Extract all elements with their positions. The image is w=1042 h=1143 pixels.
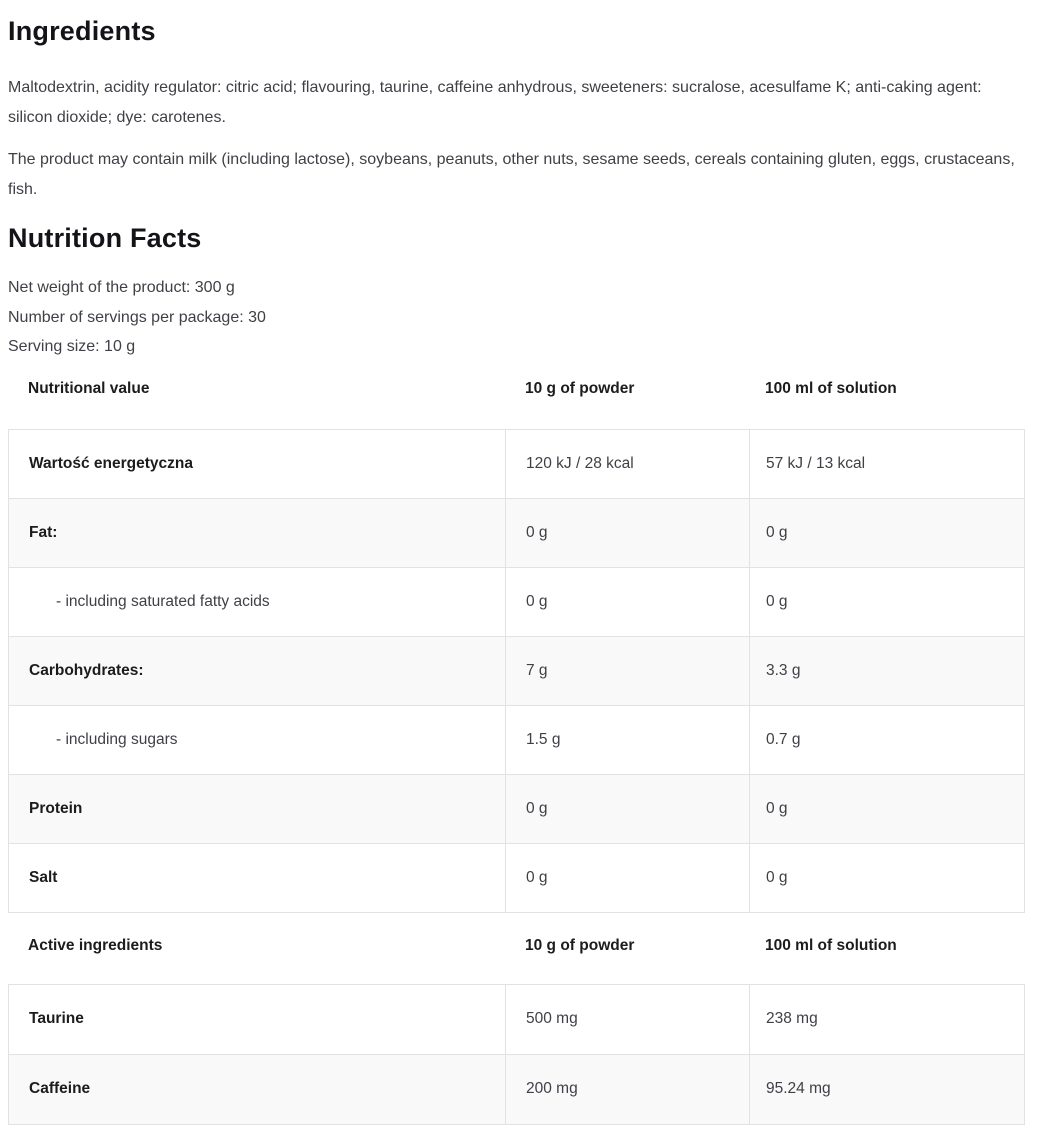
table-row-caffeine: Caffeine 200 mg 95.24 mg [8, 1053, 1025, 1125]
table-row-protein: Protein 0 g 0 g [8, 773, 1025, 844]
column-header-powder: 10 g of powder [525, 379, 635, 397]
row-value-solution: 95.24 mg [749, 1053, 1025, 1125]
row-value-solution: 57 kJ / 13 kcal [749, 428, 1025, 499]
row-label: Protein [8, 773, 506, 844]
row-value-solution: 238 mg [749, 983, 1025, 1055]
column-header-active-ingredients: Active ingredients [28, 936, 163, 954]
column-header-solution: 100 ml of solution [765, 936, 897, 954]
active-ingredients-table: Taurine 500 mg 238 mg Caffeine 200 mg 95… [8, 983, 1025, 1125]
allergen-paragraph: The product may contain milk (including … [8, 151, 1015, 198]
product-meta: Net weight of the product: 300 g Number … [8, 273, 1024, 362]
row-value-solution: 0 g [749, 842, 1025, 913]
table-row-taurine: Taurine 500 mg 238 mg [8, 983, 1025, 1055]
row-value-powder: 0 g [505, 566, 750, 637]
row-value-powder: 500 mg [505, 983, 750, 1055]
nutritional-value-header-row: Nutritional value 10 g of powder 100 ml … [8, 378, 1024, 400]
row-label: Taurine [8, 983, 506, 1055]
row-value-powder: 0 g [505, 773, 750, 844]
row-sublabel: - including saturated fatty acids [8, 566, 506, 637]
row-value-solution: 0.7 g [749, 704, 1025, 775]
row-value-solution: 0 g [749, 773, 1025, 844]
column-header-nutritional-value: Nutritional value [28, 379, 150, 397]
row-label: Salt [8, 842, 506, 913]
serving-size-line: Serving size: 10 g [8, 338, 136, 355]
table-row-saturated-fat: - including saturated fatty acids 0 g 0 … [8, 566, 1025, 637]
net-weight-line: Net weight of the product: 300 g [8, 279, 235, 296]
ingredients-title: Ingredients [8, 16, 156, 46]
row-label: Carbohydrates: [8, 635, 506, 706]
table-row-sugars: - including sugars 1.5 g 0.7 g [8, 704, 1025, 775]
column-header-solution: 100 ml of solution [765, 379, 897, 397]
nutrition-table: Wartość energetyczna 120 kJ / 28 kcal 57… [8, 428, 1025, 913]
row-value-powder: 0 g [505, 497, 750, 568]
row-value-solution: 0 g [749, 566, 1025, 637]
row-value-powder: 200 mg [505, 1053, 750, 1125]
column-header-powder: 10 g of powder [525, 936, 635, 954]
table-row-salt: Salt 0 g 0 g [8, 842, 1025, 913]
row-sublabel: - including sugars [8, 704, 506, 775]
active-ingredients-header-row: Active ingredients 10 g of powder 100 ml… [8, 935, 1024, 957]
table-row-fat: Fat: 0 g 0 g [8, 497, 1025, 568]
table-row-energy: Wartość energetyczna 120 kJ / 28 kcal 57… [8, 428, 1025, 499]
row-label: Wartość energetyczna [8, 428, 506, 499]
row-value-solution: 3.3 g [749, 635, 1025, 706]
row-value-powder: 1.5 g [505, 704, 750, 775]
table-row-carbohydrates: Carbohydrates: 7 g 3.3 g [8, 635, 1025, 706]
row-value-powder: 120 kJ / 28 kcal [505, 428, 750, 499]
row-value-powder: 0 g [505, 842, 750, 913]
servings-line: Number of servings per package: 30 [8, 308, 266, 326]
row-label: Fat: [8, 497, 506, 568]
row-label: Caffeine [8, 1053, 506, 1125]
ingredients-paragraph: Maltodextrin, acidity regulator: citric … [8, 79, 982, 126]
nutrition-facts-title: Nutrition Facts [8, 223, 202, 253]
row-value-powder: 7 g [505, 635, 750, 706]
row-value-solution: 0 g [749, 497, 1025, 568]
